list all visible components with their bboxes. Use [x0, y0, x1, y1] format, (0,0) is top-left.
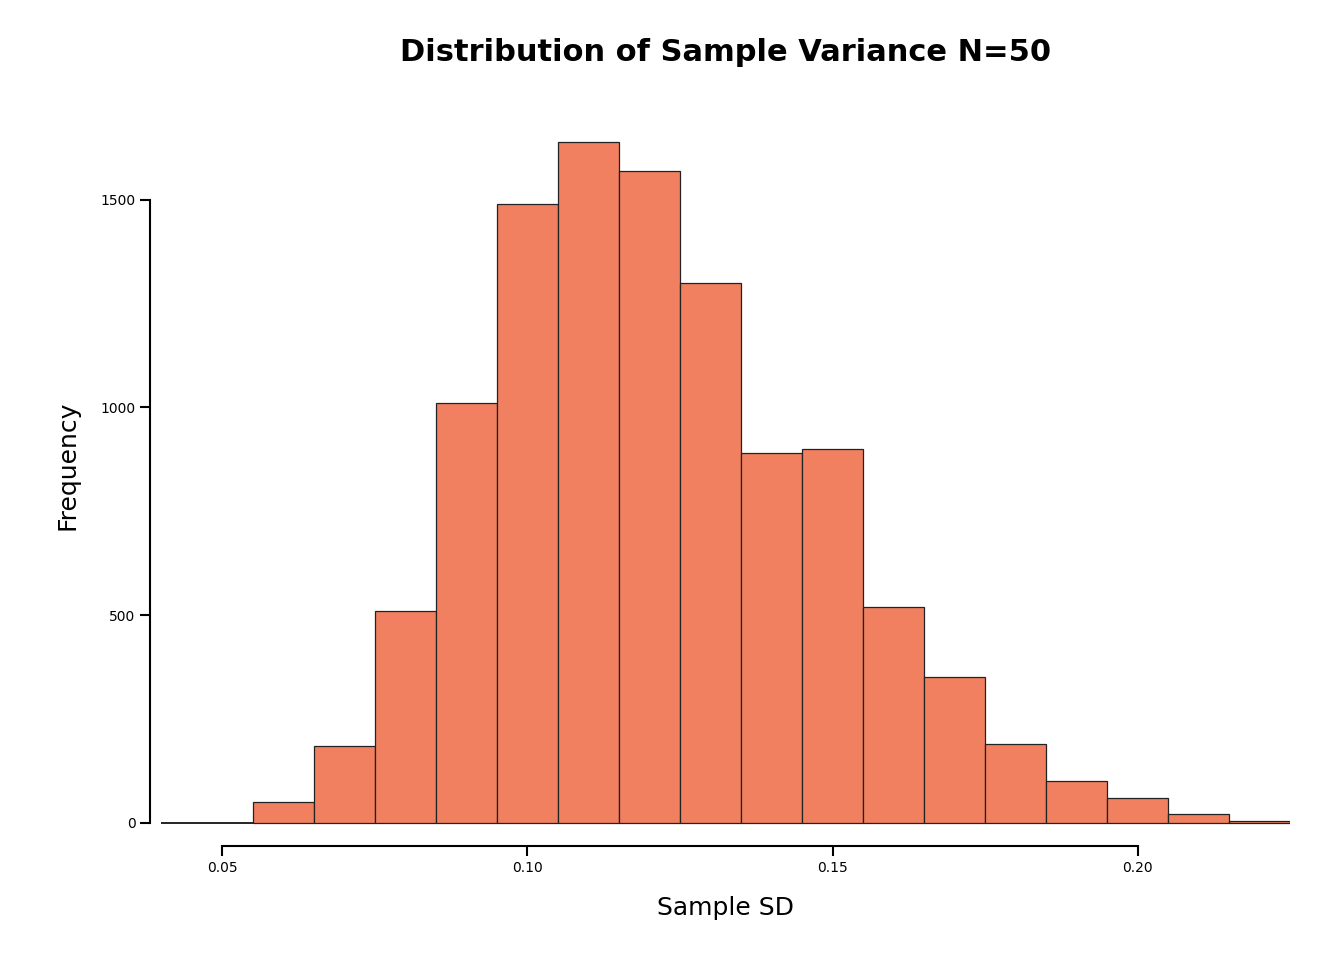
- Bar: [925, 678, 985, 823]
- Bar: [741, 453, 802, 823]
- Bar: [1230, 821, 1290, 823]
- Bar: [1046, 781, 1107, 823]
- Bar: [680, 283, 741, 823]
- Bar: [253, 802, 314, 823]
- Bar: [497, 204, 558, 823]
- Bar: [558, 142, 620, 823]
- Y-axis label: Frequency: Frequency: [55, 401, 79, 530]
- Bar: [1107, 798, 1168, 823]
- Title: Distribution of Sample Variance N=50: Distribution of Sample Variance N=50: [401, 38, 1051, 67]
- Bar: [863, 607, 925, 823]
- X-axis label: Sample SD: Sample SD: [657, 896, 794, 920]
- Bar: [802, 449, 863, 823]
- Bar: [985, 744, 1046, 823]
- Bar: [314, 746, 375, 823]
- Bar: [375, 611, 435, 823]
- Bar: [435, 403, 497, 823]
- Bar: [1168, 814, 1230, 823]
- Bar: [620, 171, 680, 823]
